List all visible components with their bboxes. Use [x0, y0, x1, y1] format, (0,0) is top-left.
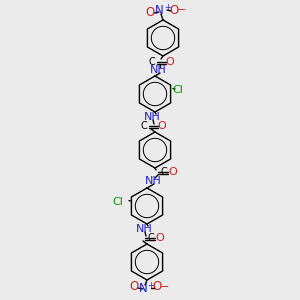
Text: C: C	[141, 121, 147, 131]
Text: O: O	[169, 4, 178, 16]
Text: O: O	[152, 280, 162, 293]
Text: N: N	[139, 281, 147, 295]
Text: +: +	[148, 281, 154, 290]
Text: C: C	[160, 167, 167, 177]
Text: −: −	[177, 5, 187, 15]
Text: Cl: Cl	[172, 85, 183, 95]
Text: O: O	[166, 57, 174, 67]
Text: O: O	[158, 121, 166, 131]
Text: NH: NH	[150, 65, 166, 75]
Text: −: −	[160, 282, 170, 292]
Text: NH: NH	[145, 176, 161, 186]
Text: C: C	[148, 57, 155, 67]
Text: Cl: Cl	[112, 197, 123, 207]
Text: NH: NH	[144, 112, 160, 122]
Text: N: N	[154, 4, 164, 16]
Text: +: +	[165, 4, 171, 13]
Text: O: O	[156, 233, 164, 243]
Text: C: C	[148, 233, 154, 243]
Text: O: O	[129, 280, 139, 293]
Text: O: O	[169, 167, 177, 177]
Text: O: O	[146, 5, 154, 19]
Text: NH: NH	[136, 224, 152, 234]
